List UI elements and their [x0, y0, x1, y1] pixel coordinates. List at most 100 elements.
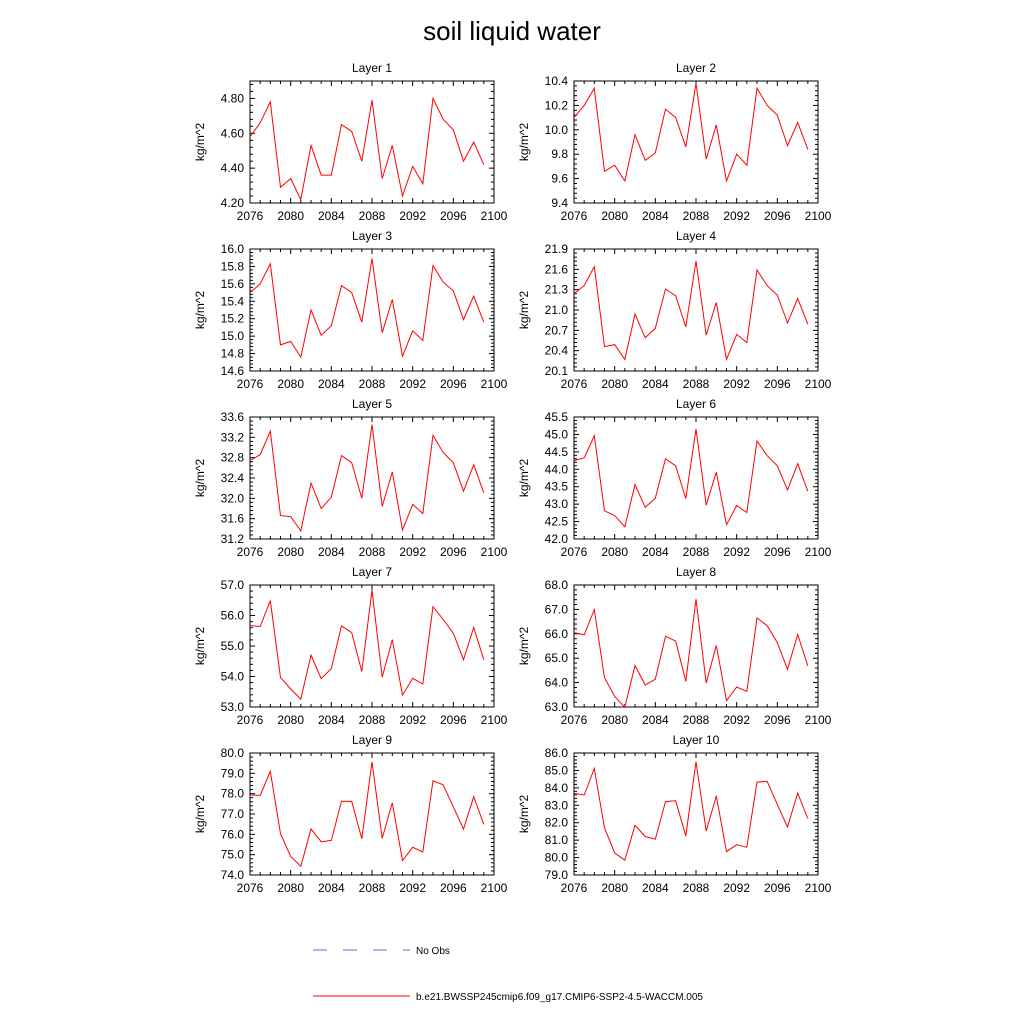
plot-frame — [573, 80, 819, 204]
panel-title: Layer 6 — [676, 397, 716, 411]
y-tick-label: 68.0 — [545, 578, 569, 592]
panel-layer-4: Layer 4 2076 2080 2084 2088 2092 2096 2100 20.1 2… — [517, 229, 832, 391]
y-tick-label: 42.5 — [545, 515, 569, 529]
x-tick-label: 2100 — [481, 209, 508, 223]
x-tick-label: 2084 — [318, 545, 345, 559]
x-tick-label: 2080 — [277, 209, 304, 223]
y-tick-label: 15.2 — [221, 312, 245, 326]
y-tick-label: 33.6 — [221, 410, 245, 424]
x-tick-label: 2076 — [237, 881, 264, 895]
x-tick-label: 2084 — [318, 881, 345, 895]
y-axis-label: kg/m^2 — [193, 123, 207, 162]
series-line-layer-3 — [249, 258, 485, 359]
y-tick-label: 15.8 — [221, 259, 245, 273]
y-tick-label: 15.4 — [221, 294, 245, 308]
y-tick-label: 42.0 — [545, 532, 569, 546]
panel-title: Layer 5 — [352, 397, 392, 411]
x-tick-label: 2076 — [561, 209, 588, 223]
y-tick-label: 81.0 — [545, 833, 569, 847]
x-tick-label: 2084 — [318, 209, 345, 223]
x-tick-label: 2084 — [642, 209, 669, 223]
y-tick-label: 45.0 — [545, 427, 569, 441]
y-tick-label: 80.0 — [221, 746, 245, 760]
plot-frame — [573, 248, 819, 372]
x-tick-label: 2096 — [440, 377, 467, 391]
x-tick-label: 2084 — [318, 377, 345, 391]
x-tick-label: 2092 — [399, 881, 426, 895]
y-tick-label: 79.0 — [221, 766, 245, 780]
y-tick-label: 55.0 — [221, 639, 245, 653]
x-tick-label: 2092 — [723, 881, 750, 895]
x-tick-label: 2084 — [642, 713, 669, 727]
y-tick-label: 76.0 — [221, 827, 245, 841]
panel-layer-10: Layer 10 2076 2080 2084 2088 2092 2096 2100 79.0… — [517, 733, 832, 895]
y-axis-label: kg/m^2 — [193, 459, 207, 498]
x-tick-label: 2076 — [561, 545, 588, 559]
series-line-layer-9 — [249, 761, 485, 868]
x-tick-label: 2100 — [805, 545, 832, 559]
x-tick-label: 2084 — [642, 881, 669, 895]
x-tick-label: 2088 — [359, 881, 386, 895]
x-tick-label: 2100 — [481, 545, 508, 559]
y-tick-label: 9.6 — [551, 172, 568, 186]
y-tick-label: 4.20 — [221, 196, 245, 210]
x-tick-label: 2080 — [601, 713, 628, 727]
legend-obs-label: No Obs — [416, 946, 450, 957]
y-tick-label: 84.0 — [545, 781, 569, 795]
x-tick-label: 2080 — [601, 209, 628, 223]
x-tick-label: 2088 — [683, 209, 710, 223]
y-axis-label: kg/m^2 — [193, 291, 207, 330]
plot-frame — [249, 248, 495, 372]
panel-title: Layer 2 — [676, 61, 716, 75]
y-tick-label: 15.6 — [221, 277, 245, 291]
y-tick-label: 43.5 — [545, 480, 569, 494]
x-tick-label: 2096 — [764, 713, 791, 727]
y-tick-label: 44.0 — [545, 462, 569, 476]
x-tick-label: 2088 — [359, 377, 386, 391]
y-tick-label: 74.0 — [221, 868, 245, 882]
series-line-layer-4 — [573, 261, 809, 362]
x-tick-label: 2088 — [359, 545, 386, 559]
y-tick-label: 57.0 — [221, 578, 245, 592]
y-tick-label: 83.0 — [545, 798, 569, 812]
legend-model-label: b.e21.BWSSP245cmip6.f09_g17.CMIP6-SSP2-4… — [416, 992, 703, 1003]
x-tick-label: 2096 — [764, 377, 791, 391]
x-tick-label: 2076 — [237, 209, 264, 223]
plot-frame — [249, 584, 495, 708]
x-tick-label: 2096 — [440, 713, 467, 727]
y-tick-label: 14.6 — [221, 364, 245, 378]
y-tick-label: 20.7 — [545, 323, 569, 337]
y-tick-label: 54.0 — [221, 670, 245, 684]
x-tick-label: 2088 — [683, 377, 710, 391]
y-tick-label: 32.8 — [221, 451, 245, 465]
x-tick-label: 2076 — [561, 713, 588, 727]
y-tick-label: 75.0 — [221, 848, 245, 862]
x-tick-label: 2096 — [764, 209, 791, 223]
y-tick-label: 21.9 — [545, 242, 569, 256]
y-tick-label: 14.8 — [221, 347, 245, 361]
panel-title: Layer 4 — [676, 229, 716, 243]
y-tick-label: 4.80 — [221, 91, 245, 105]
x-tick-label: 2092 — [399, 377, 426, 391]
y-tick-label: 21.3 — [545, 283, 569, 297]
series-line-layer-5 — [249, 424, 485, 533]
y-tick-label: 10.2 — [545, 98, 569, 112]
x-tick-label: 2076 — [237, 713, 264, 727]
y-tick-label: 16.0 — [221, 242, 245, 256]
x-tick-label: 2092 — [723, 209, 750, 223]
y-axis-label: kg/m^2 — [517, 795, 531, 834]
y-tick-label: 67.0 — [545, 602, 569, 616]
x-tick-label: 2076 — [237, 545, 264, 559]
y-axis-label: kg/m^2 — [193, 795, 207, 834]
y-tick-label: 79.0 — [545, 868, 569, 882]
plot-frame — [249, 752, 495, 876]
series-line-layer-1 — [249, 96, 485, 202]
panel-title: Layer 10 — [673, 733, 720, 747]
y-tick-label: 82.0 — [545, 816, 569, 830]
panel-title: Layer 1 — [352, 61, 392, 75]
panels-group: Layer 1 2076 2080 2084 2088 2092 2096 2100 4.20 4… — [193, 61, 832, 895]
x-tick-label: 2092 — [399, 209, 426, 223]
x-tick-label: 2092 — [399, 545, 426, 559]
x-tick-label: 2100 — [481, 713, 508, 727]
series-line-layer-2 — [573, 83, 809, 183]
